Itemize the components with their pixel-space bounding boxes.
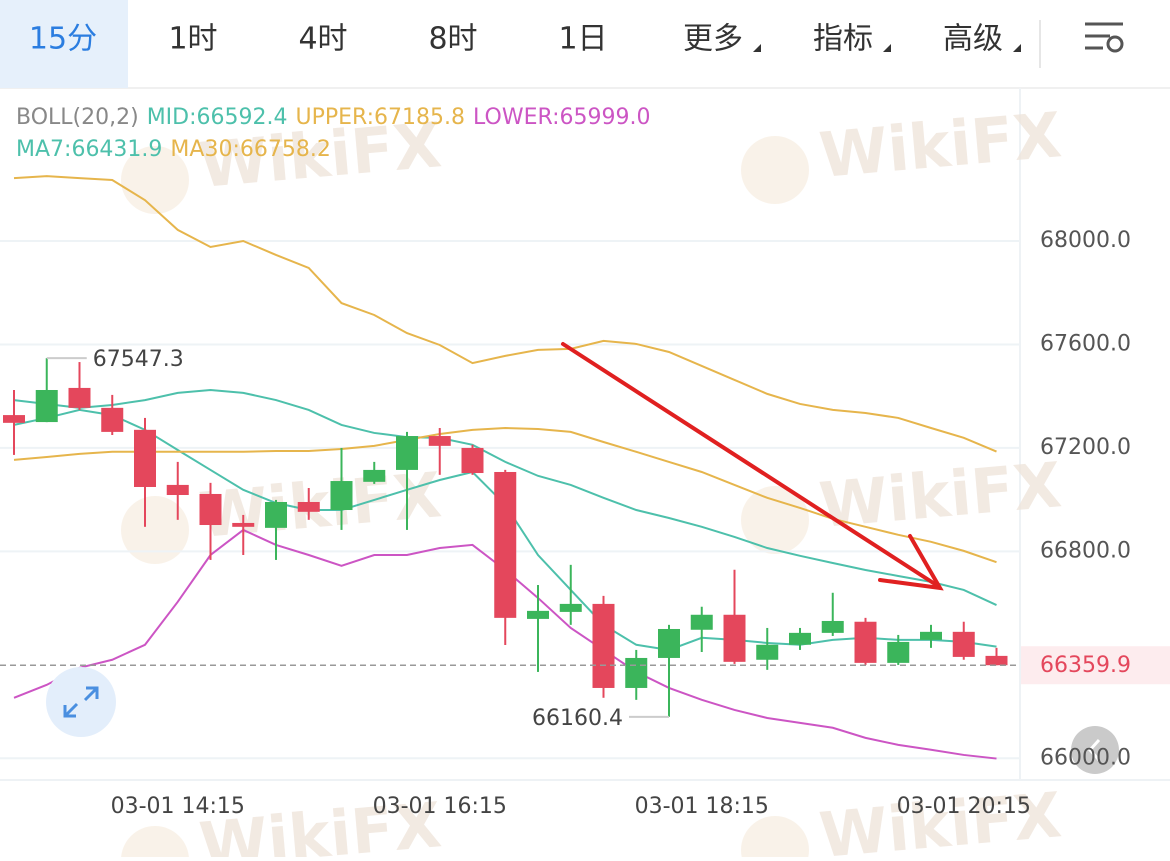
candle-body	[101, 407, 124, 432]
expand-icon	[63, 686, 99, 718]
candle-body	[985, 655, 1008, 666]
candle-body	[166, 484, 189, 496]
legend-entry: UPPER:67185.8	[296, 105, 466, 130]
watermark-logo	[741, 816, 809, 861]
watermark-logo	[121, 826, 189, 861]
candle-body	[297, 501, 320, 512]
indicator-line	[13, 175, 997, 453]
legend-indicator: BOLL(20,2)	[16, 105, 139, 130]
tab[interactable]: 高级	[943, 22, 1003, 57]
candle-body	[658, 628, 680, 658]
x-tick-label: 03-01 20:15	[897, 794, 1031, 819]
y-tick-label: 67600.0	[1040, 331, 1131, 356]
tab[interactable]: 指标	[813, 22, 873, 57]
tab-menu-arrow	[1013, 44, 1021, 52]
legend-row: BOLL(20,2) MID:66592.4 UPPER:67185.8 LOWER:…	[16, 105, 651, 130]
candle-body	[232, 522, 255, 527]
x-tick-label: 03-01 18:15	[635, 794, 769, 819]
tab[interactable]: 1日	[558, 22, 607, 57]
tab-menu-arrow	[753, 44, 761, 52]
legend-row: MA7:66431.9 MA30:66758.2	[16, 137, 331, 162]
x-tick-label: 03-01 14:15	[111, 794, 245, 819]
candle-body	[690, 614, 713, 630]
candle-body	[952, 631, 975, 657]
candle-body	[428, 436, 451, 446]
candle-body	[461, 447, 484, 474]
low-label: 66160.4	[532, 706, 623, 731]
indicator-line	[13, 388, 997, 606]
watermark-logo	[741, 486, 809, 554]
tab[interactable]: 8时	[428, 22, 477, 57]
candle-body	[265, 501, 287, 528]
candle-body	[35, 389, 58, 423]
candle-body	[723, 614, 746, 662]
settings-icon[interactable]	[1085, 22, 1124, 53]
tab-menu-arrow	[883, 44, 891, 52]
tab[interactable]: 15分	[29, 22, 97, 57]
candle-body	[3, 415, 25, 423]
candle-body	[625, 657, 648, 688]
watermark: WikiFX	[816, 98, 1064, 192]
legend-entry: MA30:66758.2	[170, 137, 330, 162]
legend-entry: MID:66592.4	[147, 105, 288, 130]
expand-button[interactable]	[46, 667, 116, 737]
watermark: WikiFX	[816, 448, 1064, 542]
candle-body	[494, 471, 517, 618]
candle-body	[559, 603, 582, 612]
candle-body	[821, 620, 844, 633]
watermark-logo	[121, 496, 189, 564]
y-tick-label: 67200.0	[1040, 435, 1131, 460]
candle-body	[134, 429, 156, 487]
tab-bar	[0, 0, 1170, 88]
candle-body	[592, 603, 615, 688]
candle-body	[199, 493, 222, 526]
y-tick-label: 66000.0	[1040, 745, 1131, 770]
legend-entry: LOWER:65999.0	[473, 105, 650, 130]
candle-body	[854, 621, 877, 663]
collapse-button[interactable]	[1071, 726, 1119, 774]
trend-arrow	[561, 342, 944, 591]
collapse-icon	[1087, 738, 1101, 762]
y-tick-label: 68000.0	[1040, 228, 1131, 253]
last-price-box	[1021, 646, 1170, 685]
candle-body	[330, 481, 353, 511]
candle-body	[68, 387, 91, 408]
candle-body	[527, 610, 549, 619]
x-tick-label: 03-01 16:15	[373, 794, 507, 819]
legend-entry: MA7:66431.9	[16, 137, 162, 162]
tab[interactable]: 4时	[298, 22, 347, 57]
high-label: 67547.3	[93, 347, 184, 372]
candle-body	[887, 641, 910, 663]
last-price-label: 66359.9	[1040, 653, 1131, 678]
candle-body	[363, 469, 386, 482]
tab[interactable]: 更多	[683, 22, 743, 57]
candle-body	[396, 436, 418, 470]
candle-body	[789, 632, 811, 645]
candle-body	[920, 631, 942, 640]
candle-body	[756, 644, 779, 660]
watermark-logo	[741, 136, 809, 204]
y-tick-label: 66800.0	[1040, 538, 1131, 563]
tab-active-bg	[0, 0, 128, 88]
tab[interactable]: 1时	[168, 22, 217, 57]
